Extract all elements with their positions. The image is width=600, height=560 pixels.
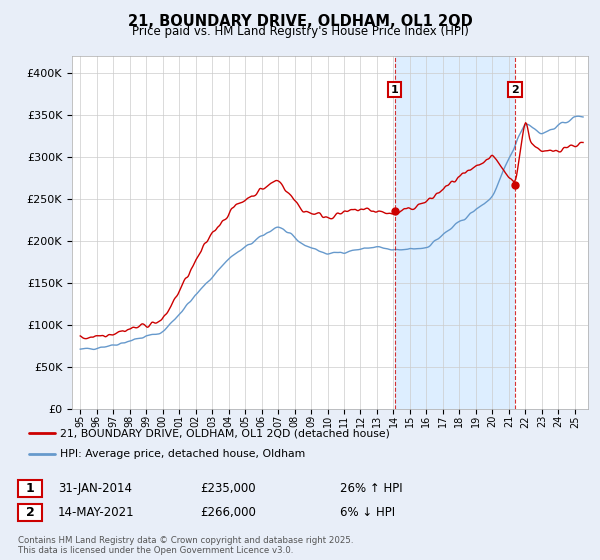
- Text: 1: 1: [391, 85, 398, 95]
- Text: 6% ↓ HPI: 6% ↓ HPI: [340, 506, 395, 519]
- Text: 1: 1: [26, 482, 34, 494]
- Text: HPI: Average price, detached house, Oldham: HPI: Average price, detached house, Oldh…: [60, 449, 305, 459]
- Bar: [395, 56, 515, 409]
- Text: 14-MAY-2021: 14-MAY-2021: [58, 506, 134, 519]
- Bar: [18, 480, 42, 497]
- Text: 31-JAN-2014: 31-JAN-2014: [58, 482, 132, 494]
- Text: £266,000: £266,000: [200, 506, 256, 519]
- Text: 21, BOUNDARY DRIVE, OLDHAM, OL1 2QD: 21, BOUNDARY DRIVE, OLDHAM, OL1 2QD: [128, 14, 472, 29]
- Text: 21, BOUNDARY DRIVE, OLDHAM, OL1 2QD (detached house): 21, BOUNDARY DRIVE, OLDHAM, OL1 2QD (det…: [60, 428, 390, 438]
- Text: Contains HM Land Registry data © Crown copyright and database right 2025.
This d: Contains HM Land Registry data © Crown c…: [18, 536, 353, 555]
- Text: £235,000: £235,000: [200, 482, 256, 494]
- Bar: [18, 504, 42, 521]
- Text: Price paid vs. HM Land Registry's House Price Index (HPI): Price paid vs. HM Land Registry's House …: [131, 25, 469, 38]
- Text: 2: 2: [511, 85, 519, 95]
- Text: 26% ↑ HPI: 26% ↑ HPI: [340, 482, 403, 494]
- Text: 2: 2: [26, 506, 34, 519]
